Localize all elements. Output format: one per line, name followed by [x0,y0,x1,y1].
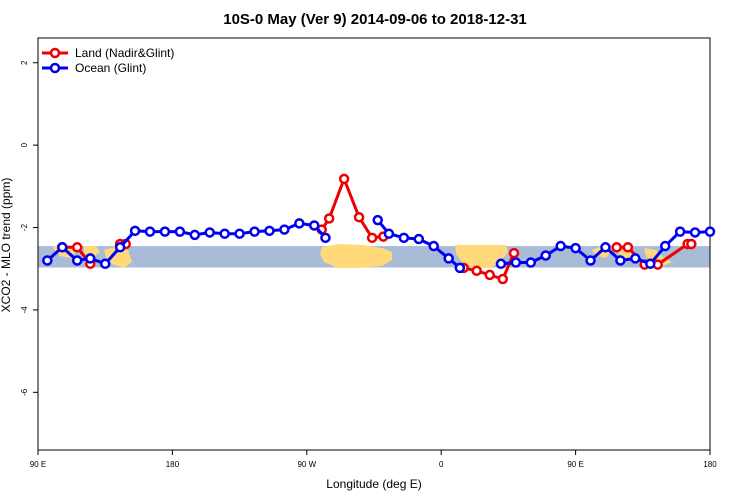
plot-border [37,37,711,451]
data-point [585,255,596,266]
y-axis: 2 0 -2 -4 -6 [20,60,38,396]
data-point [413,233,425,245]
data-point [659,240,671,252]
x-axis-label: Longitude (deg E) [326,477,421,491]
data-point [42,255,53,266]
data-point [219,228,230,239]
data-point [674,226,686,237]
land-mass-africa [455,245,508,268]
chart-title: 10S-0 May (Ver 9) 2014-09-06 to 2018-12-… [223,11,527,28]
data-point [264,225,275,237]
data-point [611,242,622,253]
x-tick-label: 180 [166,460,180,469]
data-point [366,232,378,244]
data-point [615,255,626,266]
y-tick-label: 0 [20,142,29,147]
y-tick-label: -4 [20,306,29,314]
y-tick-label: -6 [20,388,29,396]
data-point [249,226,260,237]
y-tick-label: -2 [20,223,29,231]
legend: Land (Nadir&Glint)Ocean (Glint) [42,46,174,75]
data-point [443,253,454,264]
data-point [353,211,365,223]
data-point [495,258,507,270]
x-tick-label: 90 E [567,460,583,469]
data-point [338,173,350,185]
data-point [555,240,566,252]
data-point [85,253,96,264]
x-tick-label: 90 W [297,460,316,469]
data-point [57,242,68,253]
data-point [144,226,156,237]
land-mass-south-america [320,244,392,268]
plot-background [38,244,710,268]
data-point [484,269,495,281]
legend-label: Land (Nadir&Glint) [75,46,174,60]
data-point [428,240,439,252]
data-point [189,229,201,241]
data-point [114,242,126,253]
data-point [174,226,186,237]
data-point [320,232,331,244]
legend-swatch-marker [49,47,61,59]
data-point [704,226,716,237]
data-point [294,218,305,229]
x-tick-label: 0 [439,460,444,469]
data-point [71,255,83,266]
x-tick-label: 90 E [30,460,46,469]
series-line [320,177,384,240]
data-point [630,253,641,264]
data-point [686,238,697,250]
y-axis-label: XCO2 - MLO trend (ppm) [0,178,13,313]
data-point [645,258,656,270]
data-point [622,242,634,253]
data-point [540,250,551,261]
data-point [570,242,581,254]
data-point [454,262,466,274]
data-point [525,257,537,268]
data-point [71,242,83,253]
data-point [129,225,141,237]
data-point [309,220,320,231]
data-point [600,242,611,253]
data-point [99,258,111,270]
legend-label: Ocean (Glint) [75,61,146,75]
data-point [497,273,509,285]
data-point [383,228,395,239]
data-point [159,226,171,237]
x-tick-label: 180 [703,460,717,469]
series-layer [42,173,716,285]
y-tick-label: 2 [20,60,29,65]
data-point [510,257,522,268]
data-point [204,227,215,238]
data-point [508,247,520,259]
data-point [689,227,701,238]
data-point [323,213,335,224]
series-ocean [42,214,716,274]
data-point [471,265,482,277]
legend-swatch-marker [49,62,61,74]
x-axis: 90 E 180 90 W 0 90 E 180 [30,450,717,469]
plot-frame [37,37,711,451]
data-point [372,214,383,226]
data-point [398,232,410,244]
data-point [234,228,245,239]
data-point [279,224,290,235]
